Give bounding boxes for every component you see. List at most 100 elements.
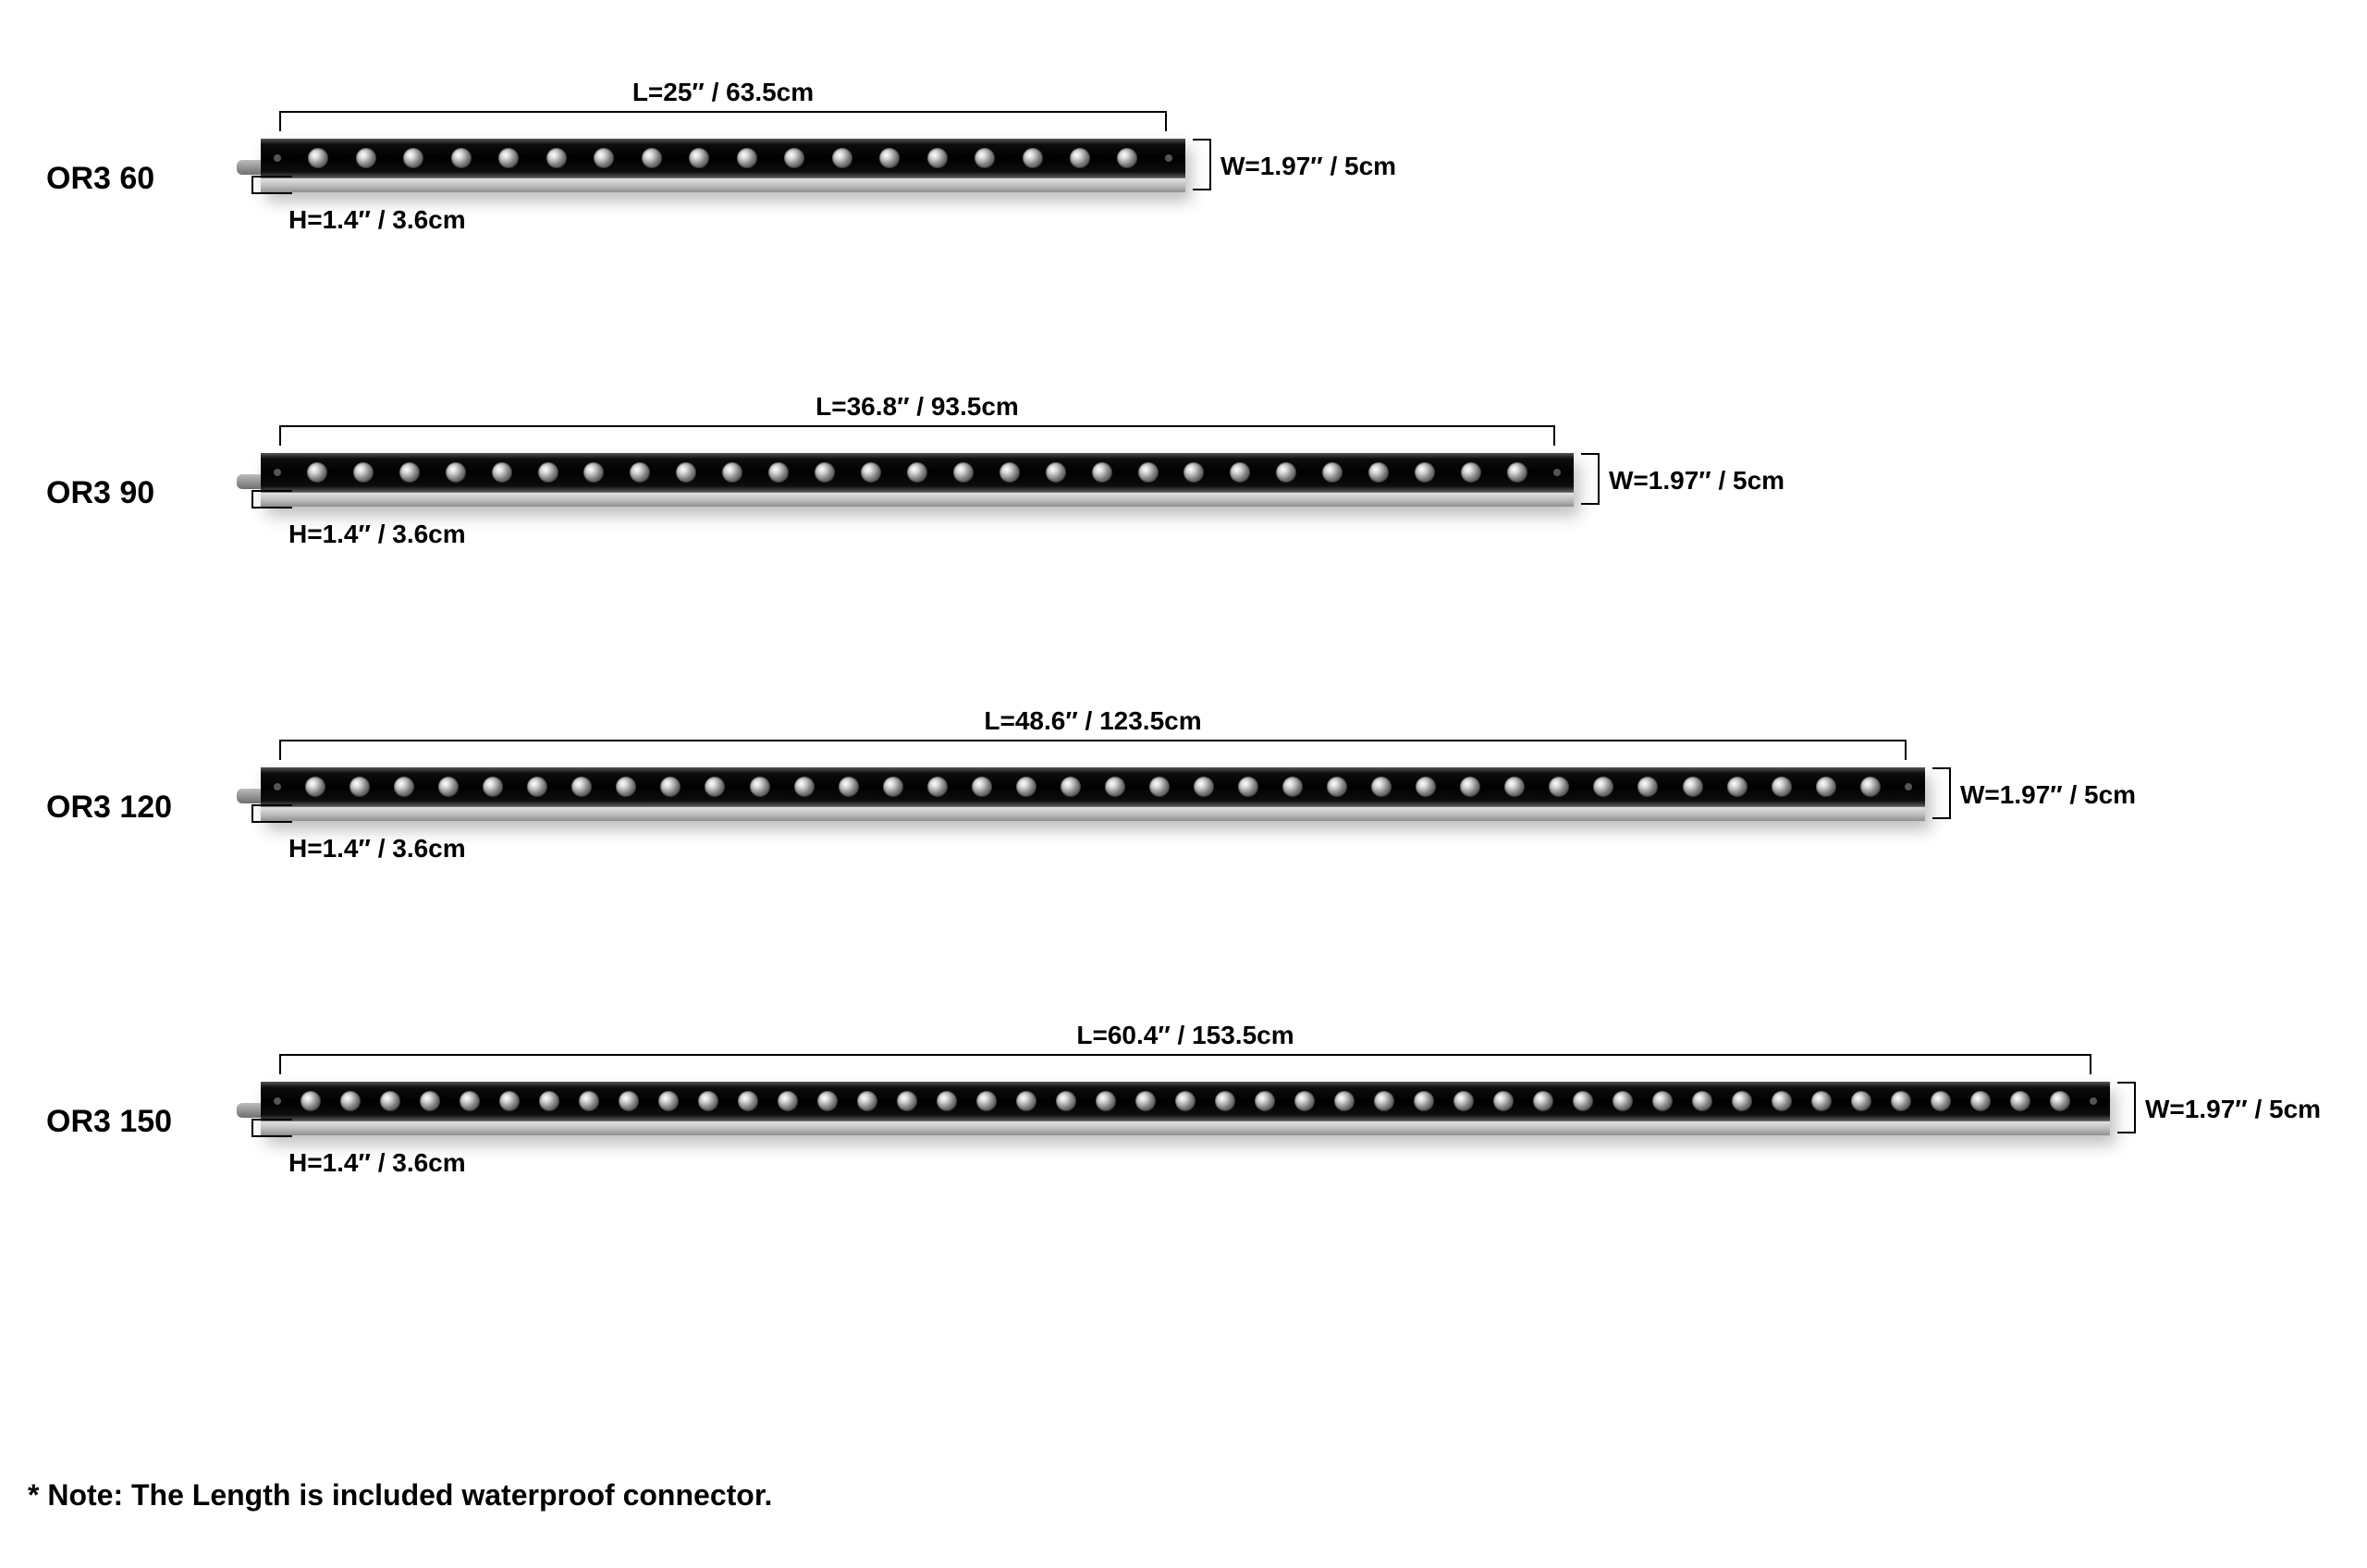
led-lens-icon bbox=[1282, 777, 1303, 797]
height-label: H=1.4″ / 3.6cm bbox=[288, 205, 466, 235]
led-lens-icon bbox=[1533, 1091, 1553, 1111]
led-lens-icon bbox=[380, 1091, 400, 1111]
led-lens-icon bbox=[1070, 148, 1090, 168]
led-lens-icon bbox=[300, 1091, 321, 1111]
cable-connector-icon bbox=[237, 789, 261, 803]
led-lens-icon bbox=[394, 777, 414, 797]
led-lens-icon bbox=[1238, 777, 1258, 797]
led-lens-icon bbox=[1175, 1091, 1196, 1111]
end-screw-icon bbox=[1905, 783, 1912, 790]
led-lens-icon bbox=[857, 1091, 877, 1111]
page: OR3 60 L=25″ / 63.5cm H=1.4″ / 3.6cm W=1… bbox=[0, 0, 2367, 1568]
led-lens-icon bbox=[1334, 1091, 1355, 1111]
led-lens-icon bbox=[1230, 462, 1250, 483]
led-lens-icon bbox=[1772, 1091, 1792, 1111]
led-lens-icon bbox=[975, 148, 995, 168]
height-label: H=1.4″ / 3.6cm bbox=[288, 520, 466, 549]
height-bracket bbox=[251, 176, 292, 194]
led-lens-icon bbox=[689, 148, 709, 168]
height-bracket bbox=[251, 804, 292, 823]
led-face bbox=[261, 139, 1185, 178]
led-lens-icon bbox=[705, 777, 725, 797]
cable-connector-icon bbox=[237, 1103, 261, 1118]
led-lens-icon bbox=[539, 1091, 559, 1111]
led-lens-icon bbox=[1294, 1091, 1315, 1111]
led-lens-icon bbox=[579, 1091, 599, 1111]
led-lens-icon bbox=[403, 148, 423, 168]
led-lens-icon bbox=[1016, 777, 1036, 797]
cable-connector-icon bbox=[237, 474, 261, 489]
led-lens-icon bbox=[1851, 1091, 1871, 1111]
led-lens-icon bbox=[1727, 777, 1748, 797]
end-screw-icon bbox=[274, 469, 281, 476]
led-lens-icon bbox=[1573, 1091, 1593, 1111]
led-side bbox=[261, 1121, 2110, 1135]
led-lens-icon bbox=[1613, 1091, 1633, 1111]
length-bracket: L=25″ / 63.5cm bbox=[279, 111, 1167, 131]
led-lens-icon bbox=[353, 462, 374, 483]
led-lens-icon bbox=[815, 462, 835, 483]
led-lens-icon bbox=[1371, 777, 1392, 797]
led-lens-icon bbox=[1593, 777, 1613, 797]
led-lens-icon bbox=[630, 462, 650, 483]
led-lens-icon bbox=[616, 777, 636, 797]
led-lens-icon bbox=[1138, 462, 1159, 483]
led-lens-icon bbox=[832, 148, 852, 168]
led-lens-icon bbox=[1860, 777, 1881, 797]
led-lens-icon bbox=[1493, 1091, 1514, 1111]
length-label: L=48.6″ / 123.5cm bbox=[281, 706, 1905, 736]
height-label: H=1.4″ / 3.6cm bbox=[288, 1148, 466, 1178]
led-lens-icon bbox=[1276, 462, 1296, 483]
end-screw-icon bbox=[274, 154, 281, 162]
end-screw-icon bbox=[2090, 1097, 2097, 1105]
led-lens-icon bbox=[1637, 777, 1658, 797]
led-lens-icon bbox=[546, 148, 567, 168]
led-side bbox=[261, 492, 1574, 507]
led-lens-icon bbox=[1415, 462, 1435, 483]
led-lens-icon bbox=[446, 462, 466, 483]
led-lens-icon bbox=[499, 1091, 520, 1111]
led-lens-icon bbox=[1105, 777, 1125, 797]
width-bracket bbox=[2117, 1082, 2136, 1133]
led-lens-icon bbox=[1184, 462, 1204, 483]
led-lens-icon bbox=[1461, 462, 1481, 483]
led-lens-icon bbox=[1970, 1091, 1991, 1111]
length-bracket: L=48.6″ / 123.5cm bbox=[279, 740, 1907, 760]
led-face bbox=[261, 767, 1925, 806]
model-name: OR3 60 bbox=[46, 161, 154, 197]
led-lens-icon bbox=[953, 462, 974, 483]
led-lens-icon bbox=[660, 777, 681, 797]
led-lens-icon bbox=[1811, 1091, 1832, 1111]
led-lens-icon bbox=[927, 777, 948, 797]
led-lens-icon bbox=[1891, 1091, 1911, 1111]
led-lens-icon bbox=[927, 148, 948, 168]
width-label: W=1.97″ / 5cm bbox=[2145, 1095, 2321, 1124]
width-bracket bbox=[1193, 139, 1211, 190]
led-bar bbox=[261, 767, 1925, 821]
led-lens-icon bbox=[619, 1091, 639, 1111]
led-lens-icon bbox=[750, 777, 770, 797]
model-name: OR3 150 bbox=[46, 1104, 172, 1140]
led-lens-icon bbox=[1056, 1091, 1076, 1111]
led-lens-icon bbox=[308, 148, 328, 168]
led-lens-icon bbox=[1507, 462, 1527, 483]
led-lens-icon bbox=[1416, 777, 1436, 797]
led-lens-icon bbox=[976, 1091, 997, 1111]
width-label: W=1.97″ / 5cm bbox=[1609, 466, 1784, 496]
model-name: OR3 120 bbox=[46, 790, 172, 826]
led-lens-icon bbox=[1096, 1091, 1116, 1111]
height-bracket bbox=[251, 490, 292, 508]
led-lens-icon bbox=[1023, 148, 1043, 168]
led-lens-icon bbox=[1000, 462, 1020, 483]
led-lens-icon bbox=[571, 777, 592, 797]
led-lens-icon bbox=[1692, 1091, 1712, 1111]
led-lens-icon bbox=[498, 148, 519, 168]
led-lens-icon bbox=[738, 1091, 758, 1111]
led-lens-icon bbox=[2050, 1091, 2070, 1111]
end-screw-icon bbox=[1165, 154, 1172, 162]
end-screw-icon bbox=[274, 783, 281, 790]
led-lens-icon bbox=[839, 777, 859, 797]
led-lens-icon bbox=[492, 462, 512, 483]
width-bracket bbox=[1932, 767, 1951, 819]
led-lens-icon bbox=[778, 1091, 798, 1111]
